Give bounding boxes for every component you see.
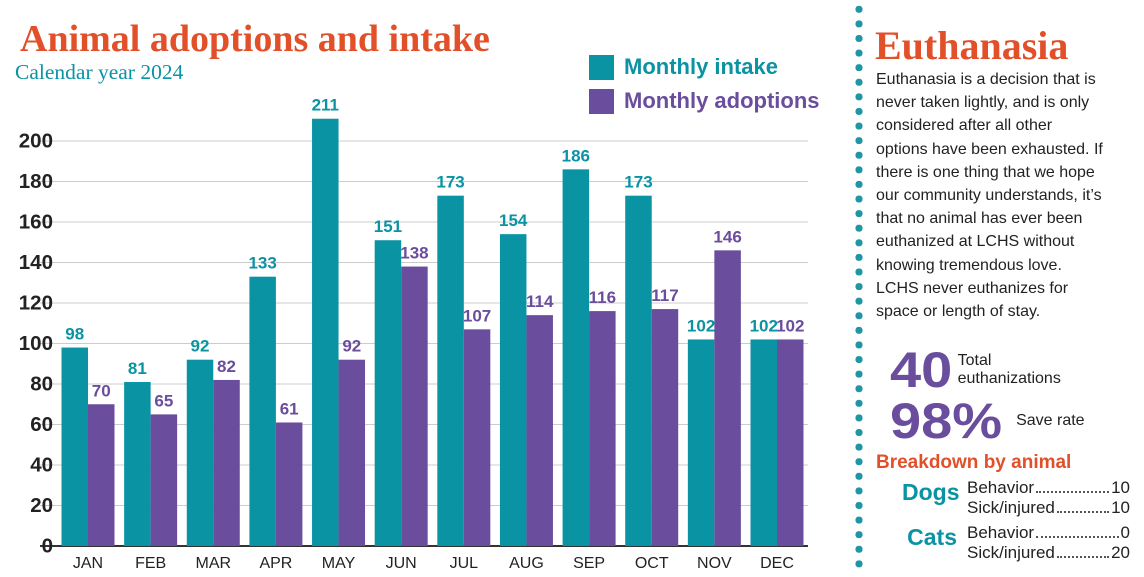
svg-text:20: 20	[30, 494, 53, 517]
svg-text:138: 138	[400, 244, 428, 263]
svg-text:AUG: AUG	[509, 555, 544, 572]
svg-text:MAY: MAY	[322, 555, 356, 572]
svg-text:114: 114	[526, 292, 554, 311]
svg-text:133: 133	[248, 254, 276, 273]
svg-text:92: 92	[191, 337, 210, 356]
svg-text:JUN: JUN	[386, 555, 417, 572]
svg-text:146: 146	[713, 227, 741, 246]
svg-text:NOV: NOV	[697, 555, 732, 572]
svg-text:151: 151	[374, 217, 402, 236]
svg-text:102: 102	[750, 316, 778, 335]
svg-text:JAN: JAN	[73, 555, 103, 572]
svg-text:70: 70	[92, 381, 111, 400]
svg-text:180: 180	[19, 170, 53, 193]
svg-text:92: 92	[342, 337, 361, 356]
svg-text:98: 98	[65, 325, 84, 344]
svg-text:107: 107	[463, 306, 491, 325]
svg-text:116: 116	[589, 288, 616, 307]
svg-text:173: 173	[436, 173, 464, 192]
svg-text:80: 80	[30, 373, 53, 396]
svg-text:186: 186	[562, 146, 590, 165]
svg-text:OCT: OCT	[635, 555, 669, 572]
svg-text:MAR: MAR	[195, 555, 231, 572]
svg-text:60: 60	[30, 413, 53, 436]
svg-text:JUL: JUL	[450, 555, 479, 572]
svg-text:102: 102	[687, 316, 715, 335]
svg-text:81: 81	[128, 359, 147, 378]
svg-text:APR: APR	[259, 555, 292, 572]
svg-text:82: 82	[217, 357, 236, 376]
svg-text:102: 102	[776, 316, 804, 335]
svg-text:117: 117	[651, 286, 678, 305]
svg-text:120: 120	[19, 292, 53, 315]
svg-text:65: 65	[154, 391, 173, 410]
svg-text:154: 154	[499, 211, 528, 230]
svg-text:0: 0	[42, 535, 53, 558]
svg-text:DEC: DEC	[760, 555, 794, 572]
svg-text:200: 200	[19, 130, 53, 153]
svg-text:61: 61	[280, 399, 299, 418]
svg-text:211: 211	[312, 96, 339, 115]
svg-text:100: 100	[19, 332, 53, 355]
svg-text:173: 173	[624, 173, 652, 192]
svg-text:FEB: FEB	[135, 555, 166, 572]
svg-text:40: 40	[30, 454, 53, 477]
svg-text:SEP: SEP	[573, 555, 605, 572]
svg-text:140: 140	[19, 251, 53, 274]
svg-text:160: 160	[19, 211, 53, 234]
